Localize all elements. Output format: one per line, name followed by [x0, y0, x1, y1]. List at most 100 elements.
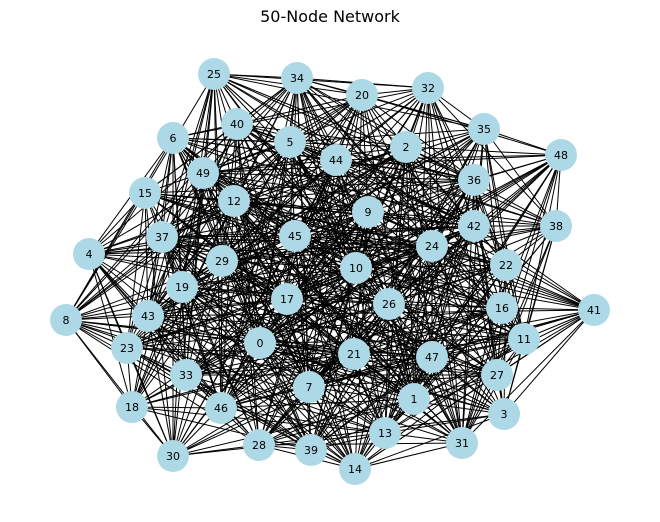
edge-42-37 — [161, 225, 475, 238]
edge-45-30 — [172, 235, 296, 457]
node-label-46: 46 — [214, 402, 228, 415]
edge-22-39 — [310, 264, 507, 451]
node-label-37: 37 — [155, 231, 169, 244]
edge-10-19 — [181, 267, 357, 288]
edge-47-39 — [310, 356, 433, 451]
node-23: 23 — [111, 332, 143, 364]
edge-10-1 — [355, 267, 415, 400]
edge-10-8 — [65, 267, 357, 321]
edge-29-10 — [221, 260, 357, 269]
node-label-31: 31 — [455, 437, 469, 450]
edge-9-42 — [367, 211, 475, 227]
node-45: 45 — [279, 220, 311, 252]
edge-20-4 — [88, 94, 363, 255]
edge-10-22 — [355, 264, 507, 269]
node-circle-35 — [468, 113, 500, 145]
node-circle-11 — [508, 323, 540, 355]
node-25: 25 — [198, 58, 230, 90]
node-34: 34 — [281, 62, 313, 94]
edge-46-13 — [220, 407, 386, 434]
edge-5-30 — [172, 141, 291, 457]
node-label-15: 15 — [138, 187, 152, 200]
edge-44-49 — [202, 159, 337, 174]
edge-49-38 — [202, 172, 557, 227]
edge-0-27 — [259, 342, 498, 376]
node-label-39: 39 — [304, 444, 318, 457]
edge-42-41 — [473, 225, 595, 311]
node-circle-12 — [218, 185, 250, 217]
node-4: 4 — [73, 238, 105, 270]
edge-26-14 — [354, 303, 390, 470]
node-26: 26 — [373, 288, 405, 320]
node-circle-7 — [293, 371, 325, 403]
edge-32-36 — [427, 87, 475, 181]
node-label-24: 24 — [425, 240, 439, 253]
node-label-26: 26 — [382, 298, 396, 311]
edge-26-13 — [384, 303, 390, 434]
edge-40-8 — [65, 123, 238, 321]
node-18: 18 — [116, 391, 148, 423]
node-label-27: 27 — [490, 369, 504, 382]
edge-16-23 — [126, 307, 503, 349]
edge-9-17 — [286, 211, 369, 300]
node-label-7: 7 — [306, 381, 313, 394]
edge-33-14 — [185, 374, 356, 470]
node-circle-18 — [116, 391, 148, 423]
edge-34-16 — [296, 77, 503, 309]
edge-11-7 — [308, 338, 525, 388]
node-circle-24 — [416, 230, 448, 262]
node-20: 20 — [346, 79, 378, 111]
edge-41-21 — [353, 309, 595, 355]
node-circle-39 — [295, 434, 327, 466]
node-49: 49 — [187, 157, 219, 189]
edge-24-1 — [413, 245, 433, 400]
node-label-8: 8 — [63, 314, 70, 327]
node-label-18: 18 — [125, 401, 139, 414]
edge-2-12 — [233, 146, 407, 202]
node-circle-27 — [481, 359, 513, 391]
node-circle-23 — [111, 332, 143, 364]
node-circle-31 — [446, 427, 478, 459]
edge-37-8 — [65, 236, 163, 321]
node-label-14: 14 — [348, 463, 362, 476]
node-3: 3 — [488, 398, 520, 430]
node-label-33: 33 — [179, 369, 193, 382]
edge-12-14 — [233, 200, 356, 470]
edge-24-31 — [431, 245, 463, 444]
node-47: 47 — [416, 341, 448, 373]
edge-27-14 — [354, 374, 498, 470]
node-36: 36 — [458, 164, 490, 196]
edge-48-17 — [286, 154, 562, 300]
edge-11-31 — [461, 338, 525, 444]
node-circle-49 — [187, 157, 219, 189]
edge-38-24 — [431, 225, 557, 247]
node-circle-46 — [205, 392, 237, 424]
edge-21-3 — [353, 353, 505, 415]
node-label-3: 3 — [501, 408, 508, 421]
node-label-17: 17 — [280, 293, 294, 306]
node-6: 6 — [157, 122, 189, 154]
edge-21-39 — [310, 353, 355, 451]
node-circle-36 — [458, 164, 490, 196]
node-21: 21 — [338, 338, 370, 370]
edge-29-1 — [221, 260, 415, 400]
edge-1-28 — [258, 398, 415, 446]
node-label-41: 41 — [587, 304, 601, 317]
edge-17-8 — [65, 298, 288, 321]
node-circle-8 — [50, 304, 82, 336]
node-label-2: 2 — [403, 141, 410, 154]
edge-36-10 — [355, 179, 475, 269]
node-circle-48 — [545, 139, 577, 171]
node-label-6: 6 — [170, 132, 177, 145]
node-label-21: 21 — [347, 348, 361, 361]
edge-24-29 — [221, 245, 433, 262]
edge-29-7 — [221, 260, 310, 388]
node-16: 16 — [486, 292, 518, 324]
edge-40-28 — [236, 123, 260, 446]
edge-36-23 — [126, 179, 475, 349]
edge-1-30 — [172, 398, 415, 457]
node-label-16: 16 — [495, 302, 509, 315]
node-circle-34 — [281, 62, 313, 94]
node-12: 12 — [218, 185, 250, 217]
node-circle-40 — [221, 108, 253, 140]
